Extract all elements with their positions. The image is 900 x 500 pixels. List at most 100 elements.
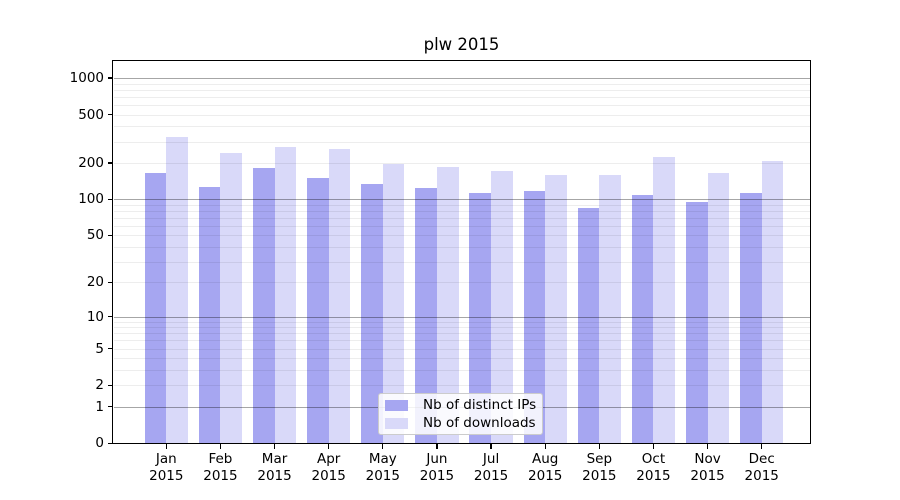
minor-gridline — [113, 340, 810, 342]
minor-gridline — [113, 114, 810, 116]
bar-downloads — [382, 164, 405, 444]
legend-swatch-distinct-ips — [385, 399, 408, 411]
y-tick-label: 20 — [86, 274, 104, 291]
x-tick-label-year: 2015 — [365, 467, 400, 484]
major-gridline — [113, 199, 810, 201]
y-tick-mark — [107, 234, 113, 237]
x-tick-mark — [219, 444, 222, 449]
legend-entry-downloads: Nb of downloads — [385, 414, 536, 431]
legend-label-downloads: Nb of downloads — [423, 414, 536, 431]
minor-gridline — [113, 96, 810, 98]
y-tick-mark — [107, 77, 113, 79]
x-tick-label-month: Jun — [426, 451, 448, 467]
x-tick-mark — [328, 444, 330, 449]
minor-gridline — [113, 126, 810, 128]
y-tick-mark — [107, 315, 113, 318]
y-tick-mark — [107, 347, 113, 350]
x-tick-mark — [273, 444, 276, 449]
x-tick-label-month: Nov — [694, 451, 721, 467]
minor-gridline — [113, 358, 810, 360]
minor-gridline — [113, 204, 810, 206]
x-tick-label-year: 2015 — [311, 467, 346, 484]
legend-label-distinct-ips: Nb of distinct IPs — [423, 396, 537, 413]
bar-downloads — [653, 157, 676, 444]
x-tick-label: Apr 2015 — [297, 451, 361, 484]
bar-downloads — [761, 161, 784, 444]
minor-gridline — [113, 225, 810, 227]
legend-entry-distinct-ips: Nb of distinct IPs — [385, 396, 537, 413]
x-tick-mark — [652, 444, 655, 449]
x-tick-label-month: Sep — [586, 451, 613, 467]
chart-title: plw 2015 — [423, 35, 500, 54]
x-tick-label-year: 2015 — [636, 467, 671, 484]
y-tick-label: 5 — [95, 340, 104, 357]
bar-distinct-ips — [740, 192, 762, 444]
x-tick-label: May 2015 — [351, 451, 415, 484]
x-tick-label-year: 2015 — [690, 467, 725, 484]
x-tick-label-month: Jan — [155, 451, 177, 467]
minor-gridline — [113, 282, 810, 284]
minor-gridline — [113, 235, 810, 237]
y-tick-label: 1 — [95, 398, 104, 415]
x-tick-label-year: 2015 — [473, 467, 509, 484]
y-tick-label: 200 — [78, 154, 104, 171]
x-tick-label-month: Jul — [482, 451, 500, 467]
bar-downloads — [491, 170, 513, 444]
bar-distinct-ips — [631, 194, 654, 444]
bar-distinct-ips — [307, 178, 329, 444]
x-tick-label-year: 2015 — [582, 467, 617, 484]
y-tick-mark — [107, 113, 113, 116]
y-tick-mark — [107, 405, 113, 408]
bar-distinct-ips — [415, 187, 437, 444]
x-tick-label: Nov 2015 — [676, 451, 740, 484]
x-tick-label-year: 2015 — [149, 467, 184, 484]
x-tick-label-month: Oct — [641, 451, 666, 467]
x-tick-label: Aug 2015 — [513, 451, 577, 484]
x-tick-label: Oct 2015 — [621, 451, 685, 484]
bar-downloads — [707, 172, 730, 444]
y-tick-mark — [107, 281, 113, 283]
minor-gridline — [113, 210, 810, 212]
x-tick-mark — [706, 444, 709, 449]
y-tick-label: 1000 — [69, 69, 104, 86]
x-tick-label-month: Apr — [317, 451, 341, 467]
bar-downloads — [274, 146, 297, 444]
bar-distinct-ips — [144, 173, 167, 444]
y-tick-mark — [107, 384, 113, 386]
x-tick-mark — [761, 444, 763, 449]
minor-gridline — [113, 327, 810, 329]
x-tick-label: Mar 2015 — [243, 451, 307, 484]
x-tick-label-year: 2015 — [528, 467, 563, 484]
bar-downloads — [166, 136, 188, 444]
bar-distinct-ips — [577, 207, 600, 444]
x-tick-label-month: Feb — [208, 451, 233, 467]
bar-distinct-ips — [523, 191, 546, 444]
y-tick-mark — [107, 198, 113, 200]
y-tick-label: 100 — [78, 191, 104, 208]
x-tick-label: Jan 2015 — [134, 451, 198, 484]
bar-downloads — [220, 152, 243, 444]
minor-gridline — [113, 246, 810, 248]
y-tick-label: 0 — [95, 435, 104, 452]
x-tick-label-month: Aug — [532, 451, 559, 467]
legend-swatch-downloads — [385, 417, 408, 429]
bar-downloads — [328, 148, 351, 444]
minor-gridline — [113, 104, 810, 106]
bar-distinct-ips — [469, 192, 492, 444]
x-tick-label-month: Dec — [748, 451, 775, 467]
y-tick-label: 2 — [95, 377, 104, 394]
bar-downloads — [545, 174, 567, 444]
bar-distinct-ips — [198, 187, 221, 444]
minor-gridline — [113, 83, 810, 85]
minor-gridline — [113, 369, 810, 371]
bar-distinct-ips — [252, 167, 275, 444]
y-tick-mark — [107, 442, 113, 444]
bar-downloads — [599, 174, 621, 444]
y-tick-mark — [107, 162, 113, 164]
minor-gridline — [113, 321, 810, 323]
minor-gridline — [113, 261, 810, 263]
minor-gridline — [113, 348, 810, 350]
x-tick-mark — [490, 444, 492, 449]
minor-gridline — [113, 385, 810, 387]
